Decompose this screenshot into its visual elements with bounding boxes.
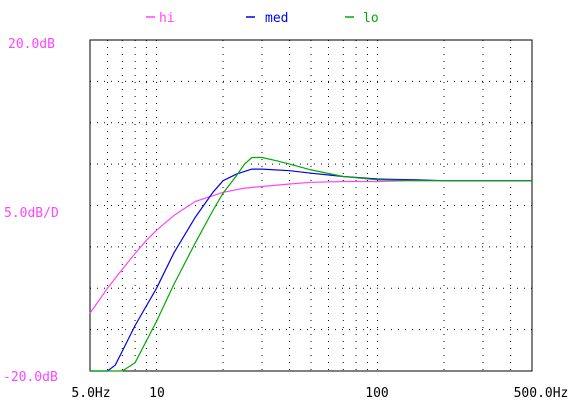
series-group: [89, 156, 532, 372]
series-line-hi: [89, 180, 532, 314]
x-tick-label-100: 100: [365, 386, 388, 401]
legend-label-med: med: [265, 11, 288, 26]
y-label-mid: 5.0dB/D: [4, 206, 59, 221]
x-tick-label-500hz: 500.0Hz: [514, 386, 569, 401]
series-line-med: [90, 168, 532, 372]
series-line-lo: [90, 156, 532, 372]
legend-label-hi: hi: [159, 11, 175, 26]
legend: hi med lo: [146, 11, 379, 26]
legend-label-lo: lo: [363, 11, 379, 26]
plot-frame: [89, 39, 533, 372]
x-tick-label-10: 10: [149, 386, 165, 401]
y-label-top: 20.0dB: [8, 37, 55, 52]
y-label-bottom: -20.0dB: [3, 370, 58, 385]
x-tick-label-5hz: 5.0Hz: [71, 386, 110, 401]
